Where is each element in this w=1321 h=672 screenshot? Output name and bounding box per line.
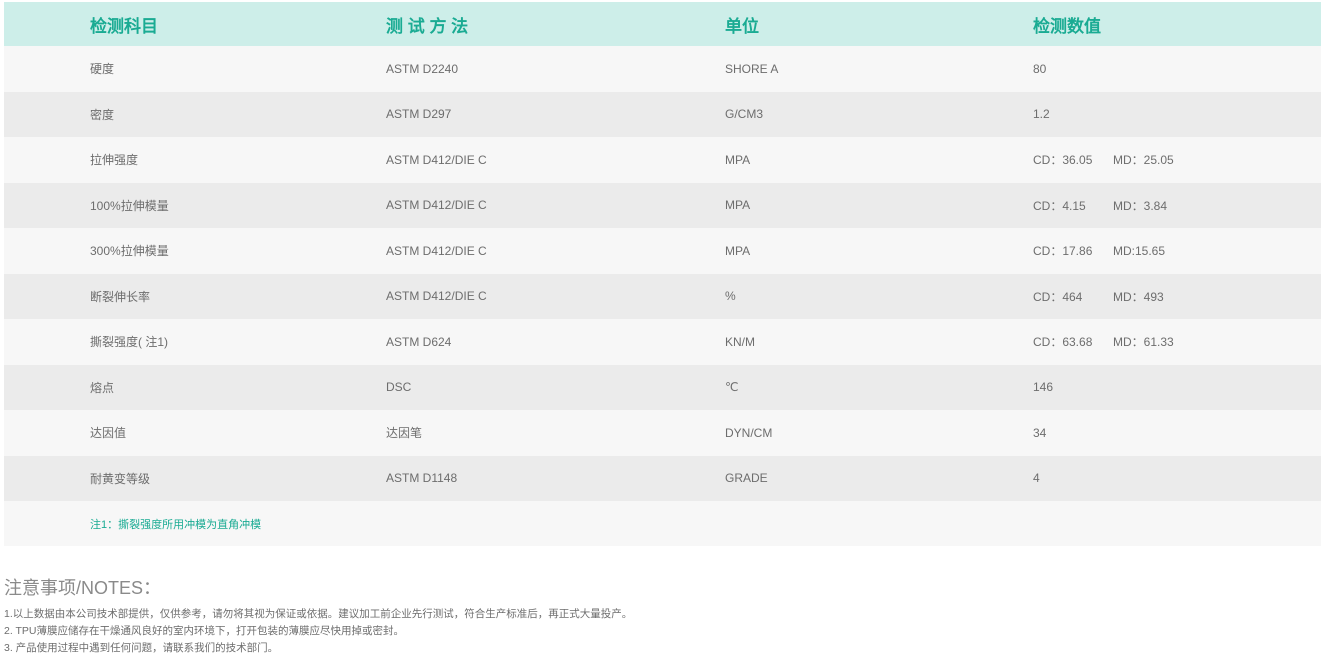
cell-value: 146: [1033, 380, 1053, 394]
cell-unit: KN/M: [725, 334, 755, 349]
table-row: 密度 ASTM D297 G/CM3 1.2: [4, 91, 1321, 137]
cell-unit: %: [725, 289, 736, 304]
value-cd: CD：464: [1033, 289, 1083, 304]
cell-method: ASTM D1148: [386, 471, 458, 486]
cell-method: ASTM D297: [386, 107, 452, 122]
cell-method: ASTM D412/DIE C: [386, 152, 487, 167]
note-item: 3. 产品使用过程中遇到任何问题，请联系我们的技术部门。: [4, 642, 279, 654]
value-md: MD：493: [1113, 289, 1164, 304]
cell-value: CD：17.86 MD:15.65: [1033, 242, 1165, 259]
cell-item: 达因值: [90, 426, 127, 441]
note-item: 2. TPU薄膜应储存在干燥通风良好的室内环境下，打开包装的薄膜应尽快用掉或密封…: [4, 625, 404, 637]
cell-method: ASTM D412/DIE C: [386, 243, 487, 258]
cell-value: CD：63.68 MD：61.33: [1033, 333, 1174, 350]
cell-value: 1.2: [1033, 107, 1050, 121]
cell-unit: MPA: [725, 152, 751, 167]
value-cd: 1.2: [1033, 107, 1050, 122]
footnote: 注1：撕裂强度所用冲模为直角冲模: [90, 518, 262, 531]
value-cd: 4: [1033, 471, 1040, 486]
value-md: MD：25.05: [1113, 153, 1174, 168]
cell-item: 断裂伸长率: [90, 289, 151, 304]
cell-method: ASTM D412/DIE C: [386, 198, 487, 213]
value-cd: 80: [1033, 61, 1047, 76]
value-md: MD：61.33: [1113, 335, 1174, 350]
table-row: 达因值 达因笔 DYN/CM 34: [4, 410, 1321, 456]
cell-method: DSC: [386, 380, 412, 395]
cell-unit: G/CM3: [725, 107, 764, 122]
cell-method: ASTM D624: [386, 334, 452, 349]
value-md: MD:15.65: [1113, 244, 1166, 259]
cell-unit: DYN/CM: [725, 425, 773, 440]
header-value: 检测数值: [1033, 16, 1101, 36]
value-cd: CD：36.05: [1033, 153, 1093, 168]
header-method: 测 试 方 法: [386, 16, 469, 36]
table-row: 300%拉伸模量 ASTM D412/DIE C MPA CD：17.86 MD:15.…: [4, 228, 1321, 274]
table-header: 检测科目 测 试 方 法 单位 检测数值: [4, 2, 1321, 46]
cell-method: ASTM D412/DIE C: [386, 289, 487, 304]
properties-table: 检测科目 测 试 方 法 单位 检测数值 硬度 ASTM D2240 SHORE A…: [4, 2, 1321, 546]
cell-value: 4: [1033, 471, 1040, 485]
cell-item: 熔点: [90, 380, 115, 395]
cell-item: 300%拉伸模量: [90, 244, 169, 259]
cell-value: CD：4.15 MD：3.84: [1033, 197, 1167, 214]
value-cd: 146: [1033, 380, 1054, 395]
cell-unit: ℃: [725, 380, 739, 395]
cell-item: 100%拉伸模量: [90, 198, 169, 213]
note-item: 1.以上数据由本公司技术部提供，仅供参考，请勿将其视为保证或依据。建议加工前企业…: [4, 608, 633, 620]
cell-value: 80: [1033, 62, 1046, 76]
table-row: 熔点 DSC ℃ 146: [4, 364, 1321, 410]
value-md: MD：3.84: [1113, 198, 1168, 213]
cell-value: CD：464 MD：493: [1033, 288, 1164, 305]
cell-method: ASTM D2240: [386, 61, 459, 76]
table-row: 断裂伸长率 ASTM D412/DIE C% CD：464 MD：493: [4, 273, 1321, 319]
notes-title: 注意事项/NOTES：: [4, 578, 162, 598]
cell-value: CD：36.05 MD：25.05: [1033, 151, 1174, 168]
header-unit: 单位: [725, 16, 759, 36]
cell-method: 达因笔: [386, 426, 423, 441]
value-cd: CD：63.68: [1033, 335, 1093, 350]
table-row: 100%拉伸模量 ASTM D412/DIE C MPA CD：4.15 MD：3.84: [4, 182, 1321, 228]
value-cd: 34: [1033, 425, 1047, 440]
header-item: 检测科目: [90, 16, 158, 36]
cell-unit: MPA: [725, 198, 751, 213]
footnote-row: 注1：撕裂强度所用冲模为直角冲模: [4, 501, 1321, 546]
table-row: 耐黄变等级 ASTM D1148 GRADE 4: [4, 455, 1321, 501]
notes-section: 注意事项/NOTES： 1.以上数据由本公司技术部提供，仅供参考，请勿将其视为保…: [4, 574, 632, 657]
cell-item: 密度: [90, 107, 115, 122]
table-row: 硬度 ASTM D2240 SHORE A 80: [4, 46, 1321, 92]
value-cd: CD：4.15: [1033, 198, 1086, 213]
cell-item: 撕裂强度( 注1): [90, 335, 169, 350]
value-cd: CD：17.86: [1033, 244, 1093, 259]
cell-unit: SHORE A: [725, 61, 779, 76]
table-row: 拉伸强度 ASTM D412/DIE C MPA CD：36.05 MD：25.05: [4, 137, 1321, 183]
table-row: 撕裂强度( 注1) ASTM D624 KN/M CD：63.68 MD：61.33: [4, 319, 1321, 365]
cell-item: 硬度: [90, 62, 115, 77]
cell-item: 拉伸强度: [90, 153, 139, 168]
cell-value: 34: [1033, 426, 1046, 440]
cell-unit: MPA: [725, 243, 751, 258]
cell-item: 耐黄变等级: [90, 471, 151, 486]
cell-unit: GRADE: [725, 471, 768, 486]
